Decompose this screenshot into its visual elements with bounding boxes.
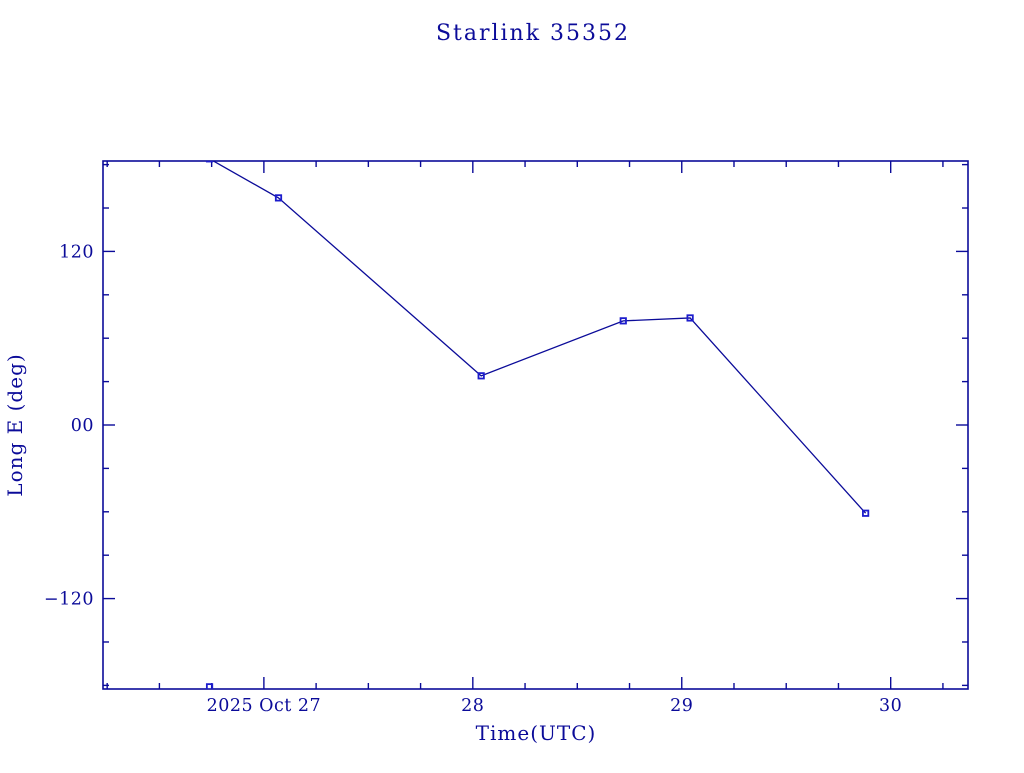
data-point-marker <box>205 161 214 163</box>
data-point-marker <box>686 314 694 322</box>
axis-tick-labels: 2025 Oct 27 28 29 30 120 00 −120 <box>44 242 902 716</box>
chart-title: Starlink 35352 <box>436 21 630 46</box>
x-tick-label: 30 <box>879 696 902 716</box>
x-axis-title: Time(UTC) <box>476 721 597 745</box>
data-series <box>205 161 870 689</box>
data-line <box>212 161 867 514</box>
data-point-marker <box>274 194 283 202</box>
x-tick-label: 28 <box>461 696 484 716</box>
plot-box <box>102 160 969 690</box>
x-tick-label: 29 <box>670 696 693 716</box>
y-tick-label: −120 <box>44 590 94 610</box>
plot-frame <box>102 160 969 690</box>
axis-ticks <box>103 161 968 689</box>
data-point-marker <box>862 509 870 517</box>
data-point-marker <box>205 683 214 689</box>
data-point-marker <box>477 372 485 380</box>
x-tick-label: 2025 Oct 27 <box>207 696 322 716</box>
data-point-marker <box>619 317 627 325</box>
y-tick-label: 120 <box>59 242 94 262</box>
y-tick-label: 00 <box>71 416 94 436</box>
y-axis-title: Long E (deg) <box>3 353 27 496</box>
